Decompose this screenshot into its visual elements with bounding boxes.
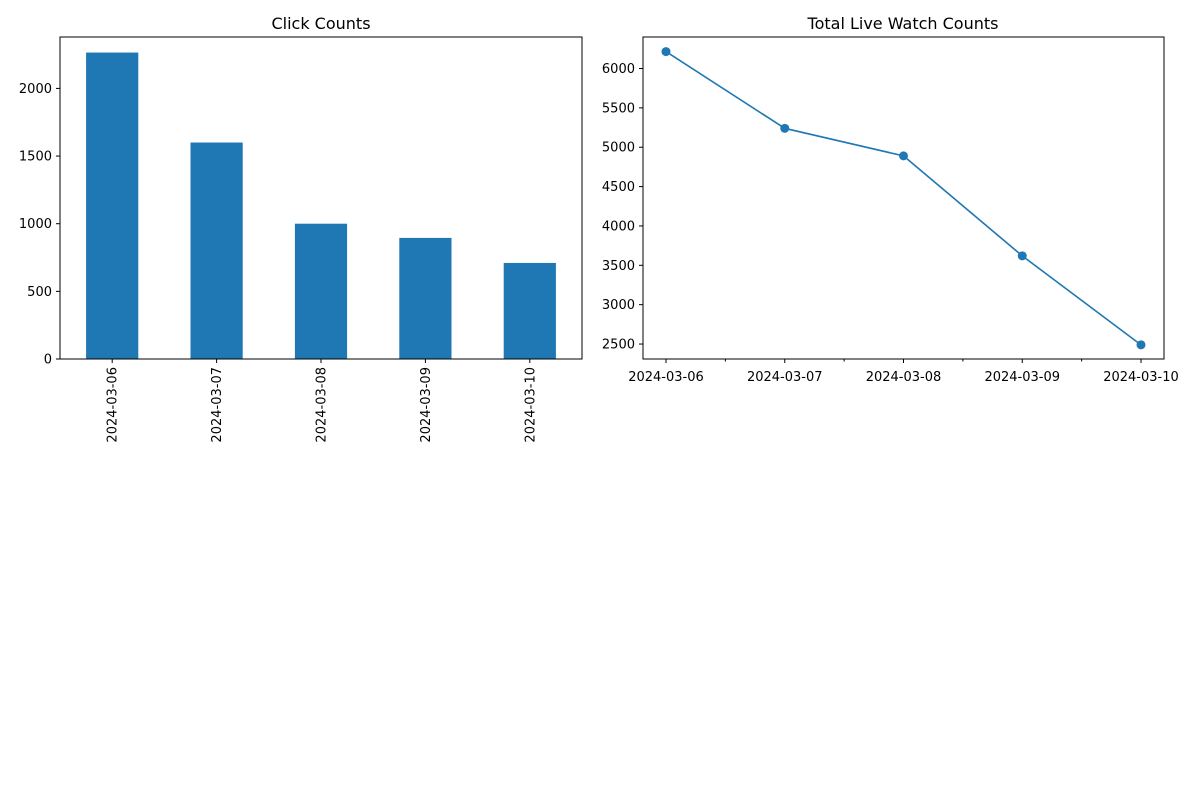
x-tick-label-2024-03-07: 2024-03-07 [747, 370, 823, 385]
plot-frame [642, 36, 1165, 360]
x-axis-ticks: 2024-03-06 2024-03-07 2024-03-08 2024-03-09… [628, 359, 1179, 385]
y-tick-label-500: 500 [27, 285, 52, 300]
chart-title: Click Counts [271, 14, 370, 33]
total-live-watch-counts-chart: Total Live Watch Counts 2500 3000 3500 4000… [602, 14, 1179, 385]
point-2024-03-10: 2024-03-10: 2490 [1136, 340, 1146, 350]
x-tick-label-2024-03-06: 2024-03-06 [106, 367, 121, 443]
point-2024-03-08: 2024-03-08: 4890 [899, 151, 908, 161]
y-tick-label-5500: 5500 [602, 101, 635, 116]
y-tick-label-2000: 2000 [19, 82, 52, 97]
bar-2024-03-10: 2024-03-10: 710 [503, 262, 556, 359]
bar-2024-03-09: 2024-03-09: 895 [399, 237, 452, 359]
bar-2024-03-06: 2024-03-06: 2265 [86, 52, 139, 359]
y-tick-label-3000: 3000 [602, 298, 635, 313]
point-2024-03-09: 2024-03-09: 3620 [1017, 251, 1027, 261]
y-axis-ticks: 2500 3000 3500 4000 4500 5000 5500 6000 [602, 62, 643, 353]
x-tick-label-2024-03-09: 2024-03-09 [419, 367, 434, 443]
point-group: 2024-03-06: 6215 2024-03-07: 5240 2024-03-… [661, 47, 1146, 350]
plot-frame [59, 36, 583, 360]
x-tick-label-2024-03-06: 2024-03-06 [628, 370, 704, 385]
y-axis-ticks: 0 500 1000 1500 2000 [19, 82, 60, 368]
point-2024-03-06: 2024-03-06: 6215 [661, 47, 671, 57]
y-tick-label-5000: 5000 [602, 141, 635, 156]
chart-title: Total Live Watch Counts [807, 14, 999, 33]
x-tick-label-2024-03-10: 2024-03-10 [1103, 370, 1179, 385]
x-tick-label-2024-03-09: 2024-03-09 [984, 370, 1060, 385]
x-tick-label-2024-03-07: 2024-03-07 [210, 367, 225, 443]
y-tick-label-3500: 3500 [602, 259, 635, 274]
x-tick-label-2024-03-08: 2024-03-08 [866, 370, 942, 385]
x-tick-label-2024-03-10: 2024-03-10 [523, 367, 538, 443]
click-counts-chart: Click Counts 2024-03-06: 2265 2024-03-07:… [19, 14, 583, 443]
y-tick-label-4000: 4000 [602, 219, 635, 234]
y-tick-label-6000: 6000 [602, 62, 635, 77]
y-tick-label-1500: 1500 [19, 150, 52, 165]
y-tick-label-2500: 2500 [602, 338, 635, 353]
x-tick-label-2024-03-08: 2024-03-08 [315, 367, 330, 443]
bar-group: 2024-03-06: 2265 2024-03-07: 1600 2024-03-… [86, 52, 556, 359]
point-2024-03-07: 2024-03-07: 5240 [780, 123, 790, 133]
y-tick-label-4500: 4500 [602, 180, 635, 195]
bar-2024-03-07: 2024-03-07: 1600 [190, 142, 243, 359]
y-tick-label-0: 0 [44, 353, 52, 368]
y-tick-label-1000: 1000 [19, 217, 52, 232]
bar-2024-03-08: 2024-03-08: 1000 [294, 223, 348, 359]
series-line [665, 50, 1142, 346]
x-axis-ticks: 2024-03-06 2024-03-07 2024-03-08 2024-03-09… [106, 359, 538, 443]
